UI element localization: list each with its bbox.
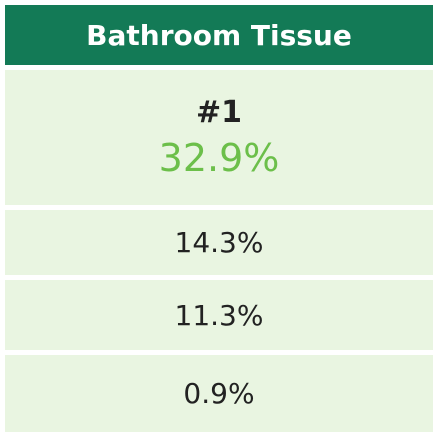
value: 0.9%: [183, 377, 255, 410]
value: 11.3%: [174, 298, 264, 332]
row: 14.3%: [5, 210, 433, 275]
row: 0.9%: [5, 355, 433, 432]
header: Bathroom Tissue: [5, 5, 433, 65]
top-value: 32.9%: [158, 136, 280, 180]
header-title: Bathroom Tissue: [86, 18, 352, 52]
row: #1 32.9%: [5, 70, 433, 205]
row: 11.3%: [5, 280, 433, 350]
rank: #1: [195, 95, 242, 130]
value: 14.3%: [174, 226, 264, 259]
